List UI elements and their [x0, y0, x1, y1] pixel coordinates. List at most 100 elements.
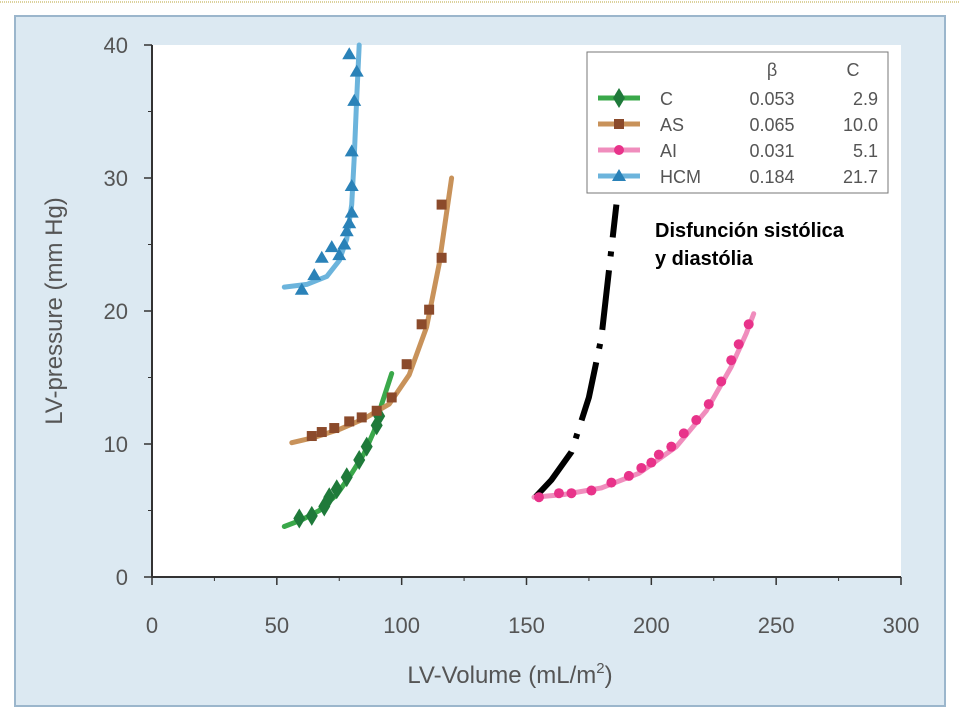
- legend-label: AS: [660, 115, 684, 135]
- point-as: [436, 252, 447, 263]
- point-hcm: [339, 224, 354, 237]
- point-ai: [533, 492, 544, 503]
- point-ai: [606, 477, 617, 488]
- point-as: [344, 416, 355, 427]
- point-c: [360, 436, 373, 457]
- annotation-layer: [531, 204, 620, 501]
- point-hcm: [347, 93, 362, 106]
- point-c: [305, 505, 318, 526]
- annotation-line-1: Disfunción sistólica: [655, 220, 845, 242]
- point-ai: [586, 485, 597, 496]
- point-as: [356, 412, 367, 423]
- point-as: [436, 199, 447, 210]
- y-tick-label: 30: [104, 166, 128, 191]
- legend-c: 10.0: [843, 115, 878, 135]
- point-as: [424, 304, 435, 315]
- fit-curve-hcm: [281, 42, 362, 290]
- point-hcm: [337, 237, 352, 250]
- legend-header-c: C: [847, 60, 860, 80]
- point-ai: [566, 488, 577, 499]
- x-tick-label: 50: [265, 613, 289, 638]
- y-tick-label: 0: [116, 565, 128, 590]
- x-axis-title-superscript: 2: [596, 660, 604, 677]
- point-hcm: [344, 178, 359, 191]
- point-c: [330, 479, 343, 500]
- point-hcm: [294, 282, 309, 295]
- point-hcm: [342, 47, 357, 60]
- point-as: [371, 405, 382, 416]
- point-ai: [646, 457, 657, 468]
- x-tick-label: 250: [758, 613, 795, 638]
- legend-beta: 0.031: [749, 141, 794, 161]
- legend-label: C: [660, 89, 673, 109]
- legend-c: 5.1: [853, 141, 878, 161]
- point-hcm: [344, 144, 359, 157]
- legend-c: 2.9: [853, 89, 878, 109]
- point-ai: [726, 355, 737, 366]
- x-tick-label: 300: [883, 613, 920, 638]
- legend-rows: C 0.053 2.9 AS 0.065 10.0 AI 0.031 5.1 HCM 0.184 21…: [598, 88, 878, 187]
- point-hcm: [314, 250, 329, 263]
- x-axis-title: LV-Volume (mL/m2): [407, 660, 612, 689]
- point-as: [316, 427, 327, 438]
- legend-item-hcm: HCM 0.184 21.7: [598, 167, 878, 187]
- x-tick-label: 200: [633, 613, 670, 638]
- y-tick-label: 40: [104, 33, 128, 58]
- legend-beta: 0.053: [749, 89, 794, 109]
- x-tick-label: 0: [146, 613, 158, 638]
- point-ai: [653, 449, 664, 460]
- point-hcm: [307, 268, 322, 281]
- point-as: [306, 431, 317, 442]
- data-points: [293, 47, 754, 529]
- legend-beta: 0.065: [749, 115, 794, 135]
- legend-marker: [613, 88, 625, 108]
- annotation-dashdot-line: [531, 204, 620, 501]
- legend-label: HCM: [660, 167, 701, 187]
- legend: β C C 0.053 2.9 AS 0.065 10.0 AI 0.031 5.1 HCM 0.1…: [586, 51, 889, 194]
- point-hcm: [324, 240, 339, 253]
- point-hcm: [349, 64, 364, 77]
- y-tick-label: 20: [104, 299, 128, 324]
- point-ai: [743, 319, 754, 330]
- point-ai: [733, 339, 744, 350]
- y-axis-title: LV-pressure (mm Hg): [41, 197, 68, 425]
- legend-marker: [614, 119, 624, 129]
- point-ai: [703, 399, 714, 410]
- axes: 0 50 100 150 200 250 300 0 10 20 30 40: [104, 33, 920, 638]
- point-ai: [678, 428, 689, 439]
- point-c: [353, 449, 366, 470]
- point-hcm: [344, 205, 359, 218]
- point-ai: [666, 441, 677, 452]
- point-c: [340, 467, 353, 488]
- point-c: [323, 487, 336, 508]
- point-as: [329, 423, 340, 434]
- legend-c: 21.7: [843, 167, 878, 187]
- x-tick-label: 100: [383, 613, 420, 638]
- point-as: [416, 319, 427, 330]
- legend-marker: [612, 169, 626, 181]
- legend-marker: [614, 145, 624, 155]
- legend-beta: 0.184: [749, 167, 794, 187]
- point-as: [401, 359, 412, 370]
- x-tick-label: 150: [508, 613, 545, 638]
- legend-item-ai: AI 0.031 5.1: [598, 141, 878, 161]
- point-c: [293, 508, 306, 529]
- x-axis-title-suffix: ): [605, 662, 613, 689]
- point-ai: [691, 415, 702, 426]
- point-ai: [716, 376, 727, 387]
- point-ai: [623, 470, 634, 481]
- x-axis-title-main: LV-Volume (mL/m: [407, 662, 596, 689]
- y-tick-label: 10: [104, 432, 128, 457]
- annotation-line-2: y diastólia: [655, 248, 754, 270]
- legend-header-beta: β: [767, 60, 777, 80]
- legend-label: AI: [660, 141, 677, 161]
- point-hcm: [332, 248, 347, 261]
- point-as: [386, 392, 397, 403]
- point-hcm: [342, 216, 357, 229]
- point-ai: [553, 488, 564, 499]
- legend-item-c: C 0.053 2.9: [598, 88, 878, 109]
- point-ai: [636, 462, 647, 473]
- legend-item-as: AS 0.065 10.0: [598, 115, 878, 135]
